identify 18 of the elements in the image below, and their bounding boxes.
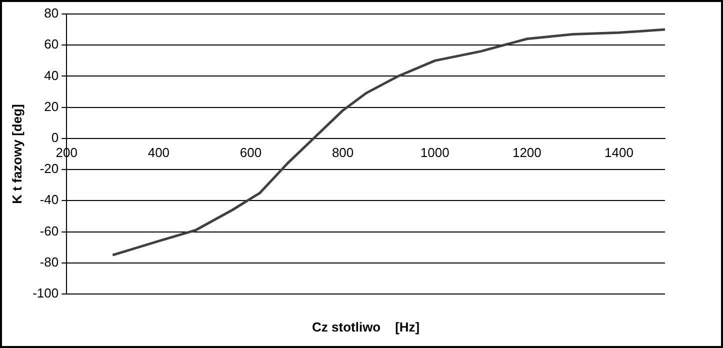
x-tick-label: 600 [240,144,262,160]
y-tick-label: 40 [44,68,59,83]
x-axis-title: Cz stotliwo [Hz] [312,320,420,335]
x-tick-label: 1200 [512,144,542,160]
y-tick-label: 80 [44,6,59,21]
x-tick-label: 800 [332,144,354,160]
y-tick-label: 60 [44,36,59,52]
x-tick-label: 400 [148,144,170,160]
y-tick-label: -80 [40,254,59,270]
x-tick-label: 1400 [604,144,634,160]
x-tick-label: 1000 [420,144,450,160]
y-tick-label: 20 [44,98,59,114]
y-tick-label: -60 [40,223,59,238]
y-tick-label: -20 [40,161,59,176]
y-tick-label: 0 [51,130,59,146]
y-axis-title: K t fazowy [deg] [9,104,24,204]
y-tick-label: -100 [32,286,59,301]
y-tick-label: -40 [40,192,59,208]
